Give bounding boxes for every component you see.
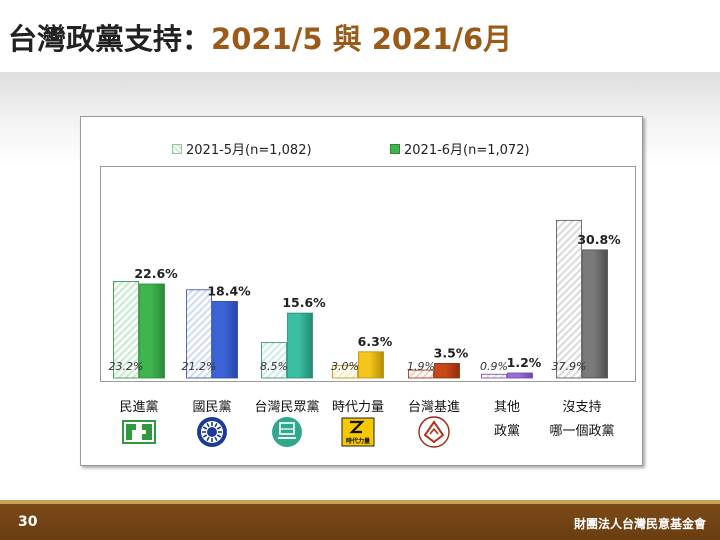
page-number: 30 <box>18 514 38 530</box>
label-may-2: 8.5% <box>260 360 288 373</box>
tpp-logo-icon <box>272 417 302 447</box>
category-label-5-0: 其他 <box>494 400 520 415</box>
label-may-5: 0.9% <box>480 360 508 373</box>
legend-label-jun: 2021-6月(n=1,072) <box>404 143 530 158</box>
bar-jun-2 <box>287 312 313 379</box>
label-jun-3: 6.3% <box>358 334 393 349</box>
bar-may-4 <box>408 369 434 379</box>
label-may-4: 1.9% <box>407 360 435 373</box>
bar-may-5 <box>481 373 507 379</box>
legend-label-may: 2021-5月(n=1,082) <box>186 143 312 158</box>
bar-may-6 <box>556 219 582 379</box>
legend-swatch-jun <box>390 144 400 154</box>
category-label-6-1: 哪一個政黨 <box>549 424 614 439</box>
label-jun-6: 30.8% <box>577 232 621 247</box>
slide-title: 台灣政黨支持：2021/5 與 2021/6月 <box>8 16 512 58</box>
footer-divider <box>0 500 720 504</box>
bar-jun-6 <box>582 249 608 379</box>
bar-may-2 <box>261 342 287 379</box>
bar-jun-0 <box>139 283 165 379</box>
bar-jun-1 <box>212 301 238 379</box>
label-may-0: 23.2% <box>109 360 144 373</box>
slide-footer: 30 財團法人台灣民意基金會 <box>0 504 720 540</box>
organization-name: 財團法人台灣民意基金會 <box>573 517 706 531</box>
category-label-1-0: 國民黨 <box>192 400 231 415</box>
title-bar: 台灣政黨支持：2021/5 與 2021/6月 <box>0 0 720 72</box>
label-may-3: 3.0% <box>331 360 359 373</box>
label-jun-4: 3.5% <box>434 345 469 360</box>
label-may-6: 37.9% <box>552 360 587 373</box>
label-jun-1: 18.4% <box>207 283 251 298</box>
npp-logo-text: 時代力量 <box>346 437 370 445</box>
label-may-1: 21.2% <box>182 360 217 373</box>
bar-jun-4 <box>434 363 460 379</box>
bar-may-3 <box>332 365 358 379</box>
label-jun-2: 15.6% <box>282 295 326 310</box>
category-label-3-0: 時代力量 <box>332 400 384 415</box>
label-jun-0: 22.6% <box>134 266 178 281</box>
bar-jun-5 <box>507 372 533 379</box>
kmt-logo-icon <box>197 417 227 447</box>
category-label-6-0: 沒支持 <box>562 400 601 415</box>
legend-swatch-may <box>172 144 182 154</box>
npp-logo-icon: 時代力量 <box>341 417 375 447</box>
category-label-2-0: 台灣民眾黨 <box>254 400 319 415</box>
dpp-logo-icon <box>122 420 156 444</box>
category-label-4-0: 台灣基進 <box>408 400 460 415</box>
bar-may-0 <box>113 281 139 379</box>
category-label-0-0: 民進黨 <box>119 400 158 415</box>
category-label-5-1: 政黨 <box>494 424 520 439</box>
tsp-logo-icon <box>418 416 450 448</box>
label-jun-5: 1.2% <box>507 355 542 370</box>
bar-may-1 <box>186 289 212 379</box>
title-prefix: 台灣政黨支持： <box>8 22 212 56</box>
bar-jun-3 <box>358 351 384 379</box>
title-accent: 2021/5 與 2021/6月 <box>211 22 513 56</box>
